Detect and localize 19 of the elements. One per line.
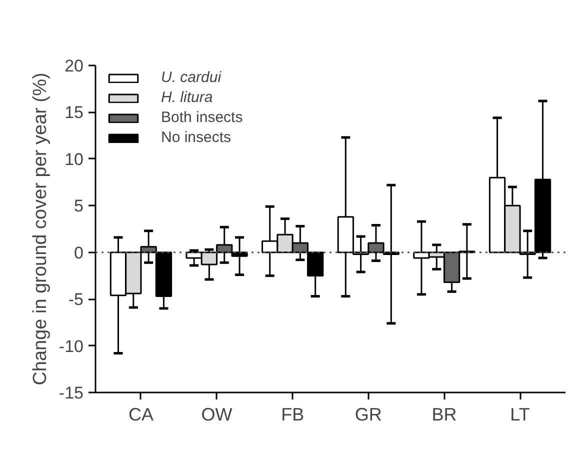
x-tick-label: LT (510, 404, 530, 424)
x-tick-label: OW (201, 404, 232, 424)
y-axis-title: Change in ground cover per year (%) (30, 72, 51, 386)
legend-label: U. cardui (161, 69, 222, 86)
y-tick-label: 5 (74, 196, 84, 216)
y-tick-label: 0 (74, 243, 84, 262)
y-tick-label: -15 (58, 384, 84, 402)
x-tick-label: FB (281, 404, 304, 424)
y-tick-label: -10 (58, 336, 84, 356)
y-tick-label: -5 (68, 290, 84, 310)
y-tick-label: 10 (64, 150, 84, 169)
legend-label: Both insects (161, 109, 243, 126)
legend-label: H. litura (161, 89, 213, 106)
y-tick-label: 20 (64, 56, 84, 76)
legend-label: No insects (161, 129, 232, 146)
x-tick-label: GR (354, 404, 382, 424)
y-tick-label: 15 (64, 103, 84, 122)
x-tick-label: BR (432, 404, 457, 424)
x-tick-label: CA (128, 404, 154, 424)
